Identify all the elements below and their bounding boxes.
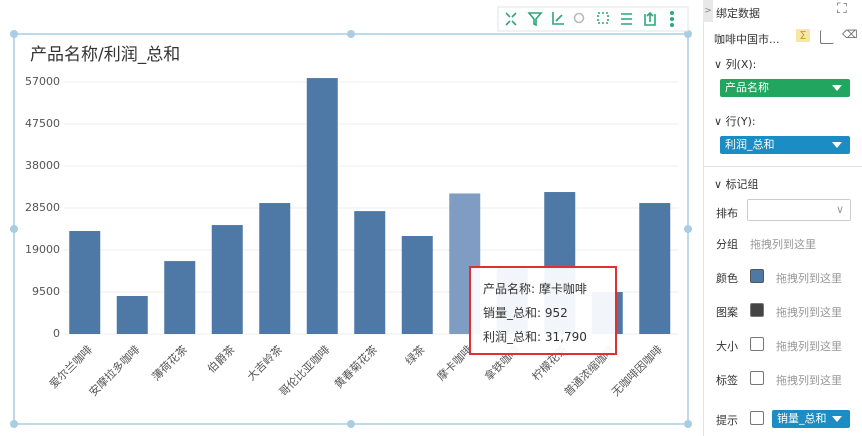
axis-icon[interactable] — [820, 30, 834, 44]
tooltip-label: 提示 — [716, 414, 738, 427]
y-tick-label: 0 — [53, 327, 60, 340]
tooltip-line: 销量_总和: 952 — [483, 306, 568, 320]
y-tick-label: 38000 — [25, 159, 60, 172]
mark-icon[interactable] — [750, 371, 764, 385]
y-tick-label: 19000 — [25, 243, 60, 256]
mark-hint[interactable]: 拖拽列到这里 — [750, 238, 816, 251]
divider — [704, 166, 862, 167]
tooltip-icon[interactable] — [750, 411, 764, 425]
tooltip-field[interactable]: 销量_总和 — [772, 410, 850, 428]
mark-hint[interactable]: 拖拽列到这里 — [776, 272, 842, 285]
columns-field[interactable]: 产品名称 — [720, 79, 850, 97]
x-tick-label: 绿茶 — [402, 342, 427, 367]
rows-label-text: 行(Y): — [725, 115, 756, 128]
dataset-name[interactable]: 咖啡中国市... — [714, 33, 780, 46]
collapse-tab[interactable]: > — [703, 0, 713, 22]
y-tick-label: 28500 — [25, 201, 60, 214]
mark-label: 颜色 — [716, 272, 738, 285]
tooltip-line: 利润_总和: 31,790 — [483, 330, 587, 344]
bar — [401, 236, 433, 334]
bar — [164, 261, 196, 334]
mark-label: 大小 — [716, 340, 738, 353]
x-tick-label: 爱尔兰咖啡 — [46, 342, 95, 391]
resize-handles[interactable] — [10, 30, 692, 428]
columns-label-text: 列(X): — [725, 58, 757, 71]
x-tick-label: 大吉岭茶 — [244, 342, 285, 383]
x-tick-label: 黄春菊花茶 — [331, 342, 380, 391]
mark-label: 分组 — [716, 238, 738, 251]
chart-title: 产品名称/利润_总和 — [30, 45, 180, 65]
swap-icon[interactable]: ⛶ — [837, 1, 847, 17]
mark-icon[interactable] — [750, 269, 764, 283]
y-tick-label: 47500 — [25, 117, 60, 130]
bar — [354, 211, 386, 334]
toolbar — [497, 6, 689, 32]
side-panel: > 绑定数据 ⛶ 咖啡中国市... Σ ⌫ ∨ 列(X): 产品名称 ∨ 行(Y… — [703, 0, 862, 436]
y-tick-label: 57000 — [25, 75, 60, 88]
bar — [211, 225, 243, 334]
mark-hint[interactable]: 拖拽列到这里 — [776, 374, 842, 387]
tooltip: 产品名称: 摩卡咖啡 销量_总和: 952 利润_总和: 31,790 — [469, 266, 617, 355]
bar — [69, 231, 101, 334]
marks-title-text: 标记组 — [725, 178, 759, 191]
rows-field[interactable]: 利润_总和 — [720, 136, 850, 154]
marks-title: ∨ 标记组 — [714, 178, 759, 191]
mark-icon[interactable] — [750, 337, 764, 351]
x-tick-label: 薄荷花茶 — [149, 342, 190, 383]
layout-label: 排布 — [716, 207, 738, 220]
chart: 产品名称/利润_总和 0 9500 19000 28500 38000 47500 5700… — [10, 6, 692, 428]
toolbar-icons[interactable] — [505, 11, 674, 27]
mark-icon[interactable] — [750, 303, 764, 317]
x-tick-label: 安摩拉多咖啡 — [86, 342, 143, 399]
panel-title: 绑定数据 — [716, 7, 760, 20]
bar — [259, 203, 291, 334]
mark-label: 标签 — [716, 374, 738, 387]
bar — [306, 78, 338, 334]
y-tick-label: 9500 — [32, 285, 60, 298]
mark-label: 图案 — [716, 306, 738, 319]
rows-label: ∨ 行(Y): — [714, 115, 756, 128]
layout-select[interactable]: ∨ — [747, 199, 851, 221]
x-tick-label: 伯爵茶 — [204, 342, 237, 375]
x-tick-label: 哥伦比亚咖啡 — [276, 342, 333, 399]
eraser-icon[interactable]: ⌫ — [842, 28, 858, 41]
mark-hint[interactable]: 拖拽列到这里 — [776, 340, 842, 353]
bar — [116, 295, 148, 334]
columns-label: ∨ 列(X): — [714, 58, 757, 71]
tooltip-line: 产品名称: 摩卡咖啡 — [483, 282, 587, 296]
sum-icon[interactable]: Σ — [796, 29, 810, 42]
bar — [639, 203, 671, 334]
mark-hint[interactable]: 拖拽列到这里 — [776, 306, 842, 319]
